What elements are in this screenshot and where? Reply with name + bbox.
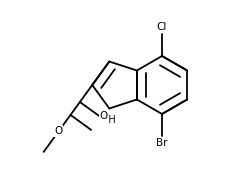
Text: O: O [100,111,108,121]
Text: Cl: Cl [157,22,167,32]
Text: NH: NH [101,116,116,125]
Text: O: O [54,126,62,136]
Text: Br: Br [156,138,168,148]
